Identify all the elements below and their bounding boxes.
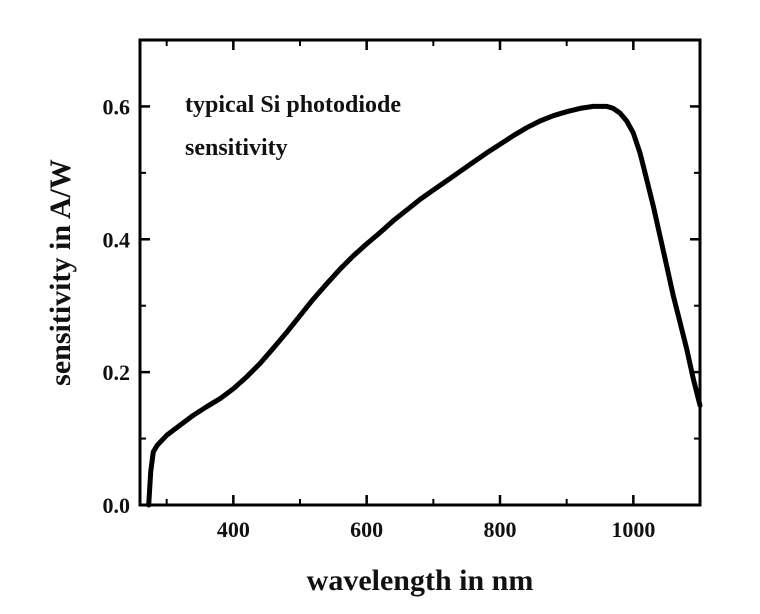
y-axis-title: sensitivity in A/W	[44, 159, 77, 386]
x-tick-label: 400	[217, 517, 250, 542]
x-tick-label: 800	[484, 517, 517, 542]
y-tick-label: 0.4	[103, 227, 131, 252]
y-tick-label: 0.2	[103, 360, 131, 385]
labels-layer: 400 600 800 1000 0.0 0.2 0.4 0.6	[103, 94, 656, 542]
x-tick-label: 1000	[611, 517, 655, 542]
y-tick-label: 0.6	[103, 94, 131, 119]
sensitivity-curve	[146, 103, 703, 508]
y-tick-label: 0.0	[103, 493, 131, 518]
plot-frame	[138, 38, 702, 507]
annotation-line-2: sensitivity	[185, 135, 288, 161]
annotation-line-1: typical Si photodiode	[185, 92, 401, 118]
x-axis-title: wavelength in nm	[307, 564, 534, 597]
x-tick-label: 600	[350, 517, 383, 542]
